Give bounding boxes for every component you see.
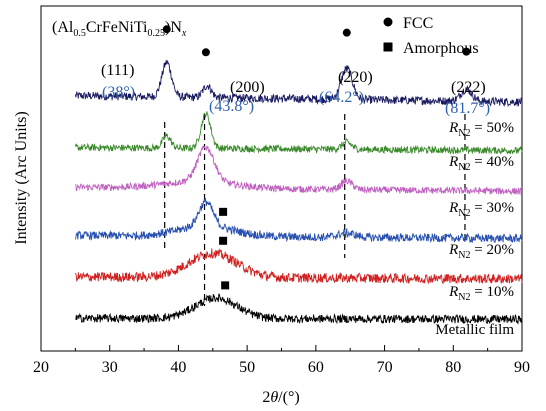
peak-hkl-label: (200) [230,79,265,96]
phase-markers [162,25,471,290]
amorphous-marker [221,281,230,290]
series-group [74,59,523,325]
peak-hkl-label: (111) [101,62,134,79]
legend-amorphous-label: Amorphous [403,40,479,57]
series-labels: RN2 = 50% RN2 = 40% RN2 = 30% RN2 = 20% RN2 … [435,120,514,338]
legend: FCC Amorphous [383,15,479,57]
x-tick-label: 40 [170,359,186,376]
series-label: RN2 = 10% [448,284,514,303]
series-label: RN2 = 30% [448,200,514,219]
x-tick-label: 90 [514,359,530,376]
y-axis-label: Intensity (Arc Units) [13,111,30,244]
x-tick-label: 50 [239,359,255,376]
x-tick-label: 80 [445,359,461,376]
peak-hkl-label: (220) [338,69,373,86]
x-tick-label: 60 [308,359,324,376]
peak-hkl-label: (222) [451,79,486,96]
fcc-marker [201,48,210,57]
series-line [74,59,523,108]
legend-fcc-label: FCC [403,15,433,32]
amorphous-marker [219,236,228,245]
x-tick-label: 70 [377,359,393,376]
series-line [75,145,523,196]
x-tick-label: 20 [33,359,49,376]
fcc-marker [462,47,471,56]
x-tick-label: 30 [102,359,118,376]
legend-circle-marker [383,17,393,27]
peak-angle-label: (38°) [102,84,135,101]
series-label: RN2 = 40% [448,154,514,173]
fcc-marker [162,25,171,34]
fcc-marker [342,28,351,37]
x-axis-label: 2θ/(°) [262,389,299,406]
peak-labels: (111) (38°) (200) (43.8°) (220) (64.2°) (222) (… [101,62,490,117]
series-label: RN2 = 20% [448,242,514,261]
x-axis: 20 30 40 50 60 70 80 90 [33,345,530,376]
series-line [74,111,523,155]
composition-formula: (Al0.5CrFeNiTi0.25)Nx [52,19,187,39]
peak-angle-label: (43.8°) [209,98,254,115]
series-line [74,198,523,244]
legend-square-marker [383,42,393,52]
series-line [75,293,523,325]
amorphous-marker [219,207,228,216]
series-label: Metallic film [435,322,514,338]
peak-angle-label: (64.2°) [319,89,364,106]
series-label: RN2 = 50% [448,120,514,139]
peak-angle-label: (81.7°) [445,100,490,117]
series-line [74,248,523,285]
